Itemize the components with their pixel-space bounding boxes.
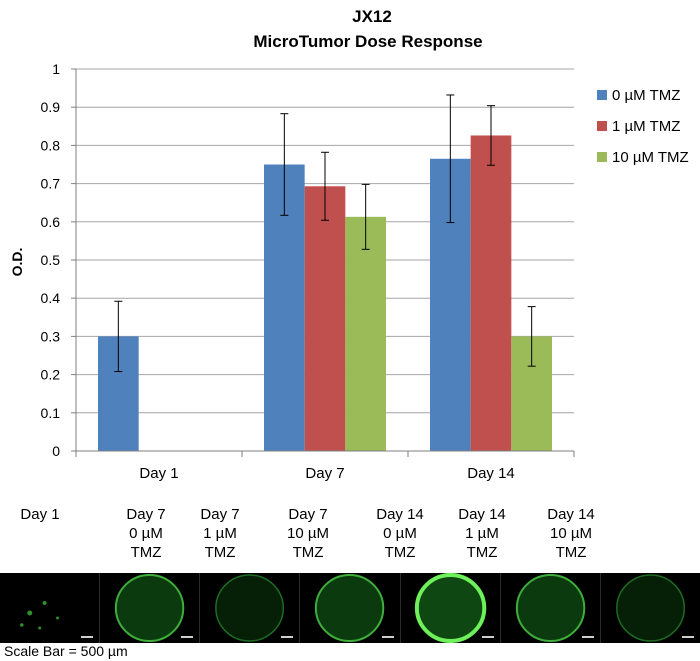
- scale-bar: [181, 636, 194, 638]
- image-caption-line: Day 7: [200, 506, 240, 523]
- y-tick-label: 1: [52, 61, 60, 77]
- scale-bar: [681, 636, 694, 638]
- microscopy-image: [20, 601, 59, 630]
- cell-cluster: [56, 616, 59, 620]
- image-caption: Day 14 0 µM TMZ: [354, 505, 446, 562]
- y-tick-label: 0.9: [41, 99, 61, 115]
- y-tick-label: 0.2: [41, 367, 61, 383]
- image-caption: Day 7 0 µM TMZ: [100, 505, 192, 562]
- y-axis-label: O.D.: [9, 248, 25, 277]
- image-caption-line: 10 µM: [550, 525, 592, 542]
- image-caption-line: Day 14: [547, 506, 595, 523]
- x-category-label: Day 7: [305, 465, 344, 482]
- image-caption-line: 0 µM: [129, 525, 163, 542]
- microscopy-panel: [0, 573, 101, 643]
- legend: 0 µM TMZ 1 µM TMZ 10 µM TMZ: [597, 87, 689, 166]
- chart-title: JX12: [352, 7, 392, 26]
- image-caption: Day 14 10 µM TMZ: [525, 505, 617, 562]
- image-caption-line: Day 14: [458, 506, 506, 523]
- spheroid: [215, 574, 285, 642]
- image-caption-line: TMZ: [466, 544, 498, 561]
- microscopy-panel: [401, 573, 501, 643]
- cell-cluster: [38, 626, 42, 630]
- spheroid: [115, 574, 185, 642]
- spheroid: [615, 574, 685, 642]
- cell-cluster: [20, 623, 24, 627]
- microscopy-panel: [100, 573, 201, 643]
- scale-bar: [81, 636, 94, 638]
- image-caption: Day 14 1 µM TMZ: [436, 505, 528, 562]
- spheroid: [414, 573, 486, 643]
- microscopy-image-strip: [0, 573, 700, 643]
- microscopy-image: [215, 574, 285, 642]
- cell-cluster: [42, 601, 47, 605]
- image-caption-line: TMZ: [204, 544, 236, 561]
- scale-bar: [281, 636, 294, 638]
- image-caption-line: Day 7: [126, 506, 166, 523]
- y-tick-label: 0.1: [41, 405, 61, 421]
- image-caption-line: 10 µM: [287, 525, 329, 542]
- microscopy-image: [115, 574, 185, 642]
- image-caption: Day 7 1 µM TMZ: [174, 505, 266, 562]
- cell-cluster: [27, 610, 33, 616]
- legend-label: 1 µM TMZ: [612, 118, 680, 135]
- legend-label: 10 µM TMZ: [612, 149, 689, 166]
- image-caption-line: TMZ: [384, 544, 416, 561]
- microscopy-image: [315, 574, 385, 642]
- bars: [97, 135, 553, 452]
- bar: [470, 135, 512, 451]
- y-tick-label: 0.3: [41, 328, 61, 344]
- bar: [304, 186, 346, 452]
- image-caption-line: 0 µM: [383, 525, 417, 542]
- spheroid: [315, 574, 385, 642]
- microscopy-image: [615, 574, 685, 642]
- y-axis-ticks: 0 0.1 0.2 0.3 0.4 0.5 0.6 0.7 0.8 0.9 1: [41, 61, 76, 459]
- image-caption-line: Day 7: [288, 506, 328, 523]
- scale-bar: [381, 636, 394, 638]
- x-axis: [75, 69, 575, 457]
- image-caption-line: Day 1: [20, 506, 60, 523]
- scale-bar: [581, 636, 594, 638]
- scale-bar-caption: Scale Bar = 500 µm: [4, 643, 128, 659]
- image-caption-line: TMZ: [130, 544, 162, 561]
- microscopy-panel: [501, 573, 601, 643]
- legend-label: 0 µM TMZ: [612, 87, 680, 104]
- legend-swatch: [597, 90, 607, 100]
- chart-subtitle: MicroTumor Dose Response: [253, 32, 482, 51]
- dose-response-chart: JX12 MicroTumor Dose Response 0 0.1 0.2 0.3…: [9, 7, 689, 482]
- microscopy-panel: [200, 573, 301, 643]
- microscopy-panel: [601, 573, 700, 643]
- x-category-label: Day 14: [467, 465, 515, 482]
- y-tick-label: 0.6: [41, 214, 61, 230]
- y-tick-label: 0: [52, 443, 60, 459]
- x-category-label: Day 1: [139, 465, 178, 482]
- y-tick-label: 0.5: [41, 252, 61, 268]
- image-caption-line: TMZ: [292, 544, 324, 561]
- y-tick-label: 0.4: [41, 290, 61, 306]
- legend-swatch: [597, 152, 607, 162]
- image-caption: Day 7 10 µM TMZ: [262, 505, 354, 562]
- x-axis-categories: Day 1 Day 7 Day 14: [139, 465, 514, 482]
- scale-bar: [481, 636, 494, 638]
- error-bars: [114, 94, 536, 373]
- image-caption: Day 1: [0, 505, 86, 524]
- microscopy-panel: [300, 573, 401, 643]
- image-caption-line: Day 14: [376, 506, 424, 523]
- microscopy-image: [414, 573, 486, 643]
- microscopy-image: [515, 574, 585, 642]
- image-caption-line: 1 µM: [203, 525, 237, 542]
- image-caption-line: TMZ: [555, 544, 587, 561]
- bar: [345, 216, 387, 451]
- y-tick-label: 0.8: [41, 137, 61, 153]
- image-caption-line: 1 µM: [465, 525, 499, 542]
- legend-swatch: [597, 121, 607, 131]
- image-captions: Day 1 Day 7 0 µM TMZ Day 7 1 µM TMZ Day 7 10 µM T…: [0, 505, 700, 571]
- spheroid: [515, 574, 585, 642]
- y-tick-label: 0.7: [41, 176, 61, 192]
